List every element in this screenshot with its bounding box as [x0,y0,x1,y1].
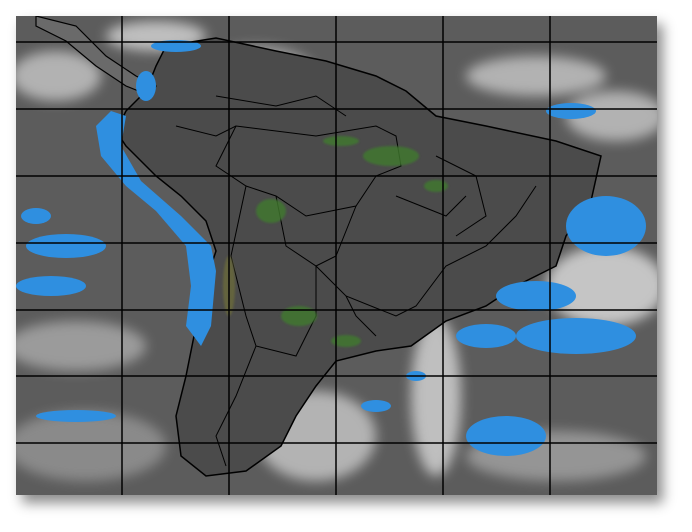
cold-cloud-top-patches [16,40,646,456]
south-america-landmass [115,37,602,477]
satellite-map [16,16,657,495]
lat-lon-grid [16,16,657,495]
peru-chile-coastal-band [96,111,216,346]
country-borders [175,95,537,467]
satellite-image [16,16,657,495]
